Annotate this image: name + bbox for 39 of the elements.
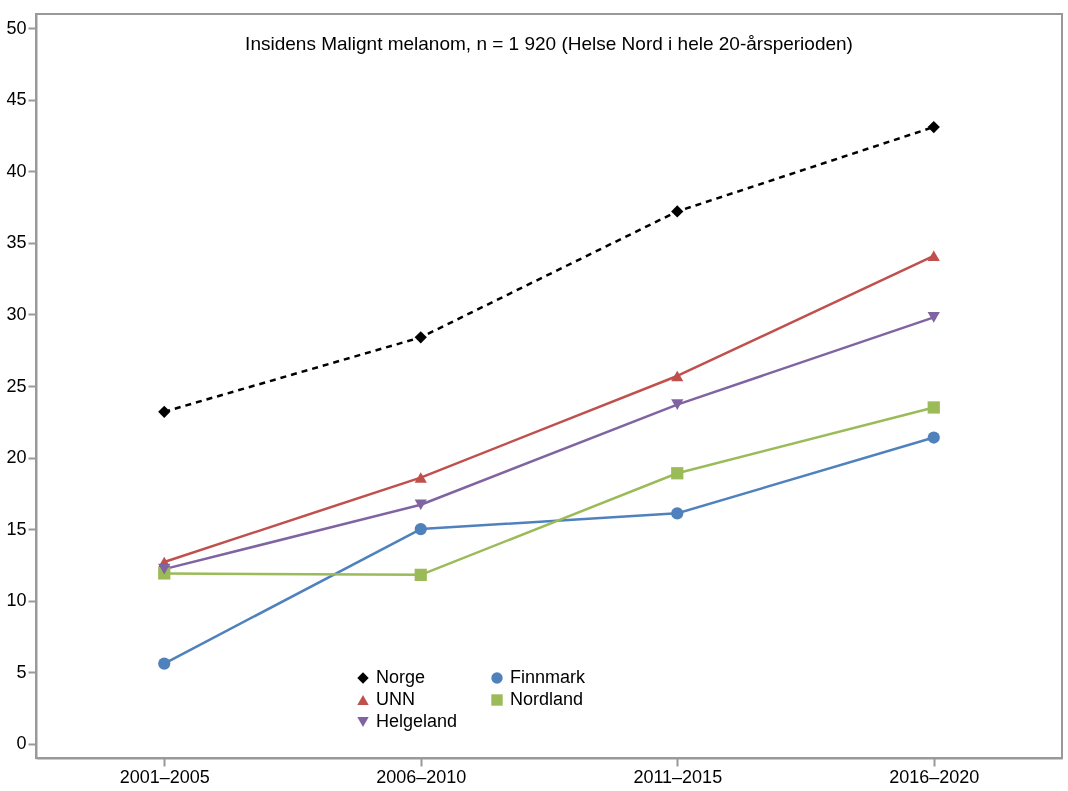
legend-label: Norge bbox=[376, 667, 426, 687]
point bbox=[671, 507, 684, 520]
y-tick-label: 10 bbox=[6, 590, 27, 611]
point bbox=[158, 657, 171, 670]
x-tick-label: 2016–2020 bbox=[889, 766, 980, 787]
y-tick-label: 30 bbox=[6, 303, 27, 324]
y-tick-label: 0 bbox=[16, 733, 27, 754]
point bbox=[927, 312, 940, 323]
legend-label: Helgeland bbox=[376, 711, 458, 731]
point bbox=[414, 568, 427, 581]
point bbox=[414, 331, 427, 344]
y-tick-label: 40 bbox=[6, 160, 27, 181]
y-tick-label: 45 bbox=[6, 89, 27, 110]
point bbox=[414, 522, 427, 536]
point bbox=[671, 467, 684, 480]
x-tick-label: 2006–2010 bbox=[376, 766, 467, 787]
point bbox=[671, 370, 684, 382]
point bbox=[671, 399, 684, 410]
y-tick-label: 35 bbox=[6, 232, 27, 253]
point bbox=[158, 563, 171, 575]
point bbox=[927, 431, 940, 444]
y-tick-label: 20 bbox=[6, 447, 27, 468]
x-tick-label: 2011–2015 bbox=[633, 766, 723, 787]
x-tick-label: 2001–2005 bbox=[119, 766, 210, 787]
point bbox=[158, 405, 171, 418]
legend-label: UNN bbox=[376, 689, 415, 709]
point bbox=[927, 401, 940, 414]
y-tick-label: 15 bbox=[6, 518, 27, 539]
point bbox=[414, 499, 427, 511]
point bbox=[671, 205, 684, 218]
y-tick-label: 50 bbox=[6, 17, 27, 38]
point bbox=[927, 250, 940, 262]
point bbox=[927, 120, 940, 134]
point bbox=[414, 472, 427, 483]
legend-label: Finnmark bbox=[510, 667, 587, 687]
text: Insidens Malignt melanom, n = 1 920 (Helse Nord i hele 20-årsperioden) bbox=[245, 33, 853, 54]
y-tick-label: 25 bbox=[6, 375, 27, 396]
y-tick-label: 5 bbox=[16, 661, 27, 682]
legend-label: Nordland bbox=[510, 689, 584, 709]
